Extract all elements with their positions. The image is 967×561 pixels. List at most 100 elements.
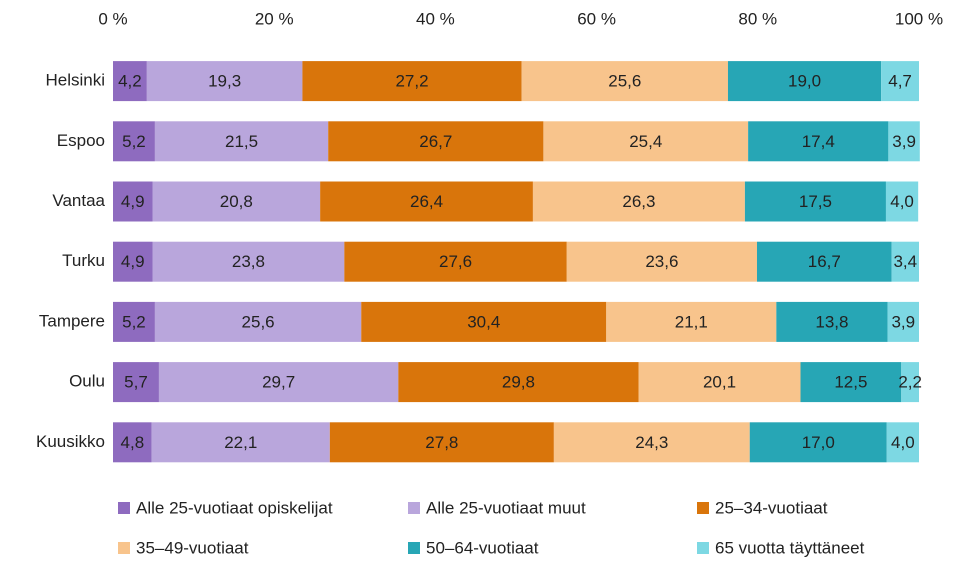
bar-segment xyxy=(113,362,159,403)
category-label: Kuusikko xyxy=(36,432,105,451)
bar-segment xyxy=(113,61,147,102)
bar-segment xyxy=(113,121,155,162)
category-label: Helsinki xyxy=(45,71,105,90)
bar-segment xyxy=(154,121,329,162)
value-label: 23,6 xyxy=(645,252,678,271)
bar-segment xyxy=(329,422,554,463)
bar-segment xyxy=(638,362,801,403)
value-label: 25,4 xyxy=(629,132,662,151)
value-label: 21,5 xyxy=(225,132,258,151)
bar-segment xyxy=(146,61,303,102)
legend-label: Alle 25-vuotiaat muut xyxy=(426,498,586,517)
legend-label: 50–64-vuotiaat xyxy=(426,538,539,557)
value-label: 17,5 xyxy=(799,192,832,211)
category-label: Turku xyxy=(62,251,105,270)
bar-segment xyxy=(553,422,750,463)
legend-label: Alle 25-vuotiaat opiskelijat xyxy=(136,498,333,517)
legend-swatch xyxy=(697,502,709,514)
bar-segment xyxy=(521,61,728,102)
bar-segment xyxy=(888,121,920,162)
x-tick-label: 80 % xyxy=(738,9,777,28)
bar-segment xyxy=(566,241,757,282)
value-label: 23,8 xyxy=(232,252,265,271)
bar-segment xyxy=(113,181,153,222)
value-label: 25,6 xyxy=(242,312,275,331)
x-tick-label: 20 % xyxy=(255,9,294,28)
bar-segment xyxy=(302,61,522,102)
bar-segment xyxy=(152,181,321,222)
legend-swatch xyxy=(408,542,420,554)
bar-segment xyxy=(776,301,888,342)
bar-segment xyxy=(344,241,567,282)
value-label: 26,3 xyxy=(622,192,655,211)
value-label: 3,9 xyxy=(892,132,916,151)
legend-label: 25–34-vuotiaat xyxy=(715,498,828,517)
value-label: 2,2 xyxy=(898,373,922,392)
bar-segment xyxy=(885,181,919,222)
bar-segment xyxy=(151,422,330,463)
value-label: 12,5 xyxy=(834,373,867,392)
x-tick-label: 40 % xyxy=(416,9,455,28)
value-label: 20,1 xyxy=(703,373,736,392)
value-label: 19,0 xyxy=(788,72,821,91)
value-label: 4,0 xyxy=(890,192,914,211)
value-label: 4,7 xyxy=(888,72,912,91)
bar-segment xyxy=(727,61,882,102)
bar-segment xyxy=(154,301,362,342)
bar-segment xyxy=(543,121,749,162)
value-label: 4,0 xyxy=(891,433,915,452)
value-label: 26,7 xyxy=(419,132,452,151)
bar-segment xyxy=(328,121,544,162)
value-label: 3,9 xyxy=(891,312,915,331)
value-label: 5,7 xyxy=(124,373,148,392)
value-label: 5,2 xyxy=(122,312,146,331)
category-label: Espoo xyxy=(57,131,105,150)
value-label: 16,7 xyxy=(808,252,841,271)
bar-segment xyxy=(320,181,533,222)
value-label: 19,3 xyxy=(208,72,241,91)
bar-segment xyxy=(398,362,639,403)
legend-swatch xyxy=(118,502,130,514)
x-tick-label: 0 % xyxy=(98,9,127,28)
bar-segment xyxy=(749,422,887,463)
bar-segment xyxy=(606,301,777,342)
value-label: 26,4 xyxy=(410,192,443,211)
value-label: 4,2 xyxy=(118,72,142,91)
value-label: 5,2 xyxy=(122,132,146,151)
bar-segment xyxy=(158,362,399,403)
value-label: 30,4 xyxy=(467,312,500,331)
bar-segment xyxy=(886,422,919,463)
value-label: 13,8 xyxy=(815,312,848,331)
legend-swatch xyxy=(408,502,420,514)
x-tick-label: 60 % xyxy=(577,9,616,28)
value-label: 17,0 xyxy=(802,433,835,452)
legend-label: 35–49-vuotiaat xyxy=(136,538,249,557)
value-label: 20,8 xyxy=(220,192,253,211)
bar-segment xyxy=(113,301,155,342)
value-label: 25,6 xyxy=(608,72,641,91)
value-label: 17,4 xyxy=(802,132,835,151)
bar-segment xyxy=(887,301,919,342)
value-label: 21,1 xyxy=(675,312,708,331)
value-label: 27,8 xyxy=(425,433,458,452)
category-label: Vantaa xyxy=(52,191,105,210)
value-label: 4,9 xyxy=(121,252,145,271)
bar-segment xyxy=(113,422,152,463)
value-label: 22,1 xyxy=(224,433,257,452)
legend-label: 65 vuotta täyttäneet xyxy=(715,538,865,557)
bar-segment xyxy=(152,241,345,282)
value-label: 29,7 xyxy=(262,373,295,392)
bar-segment xyxy=(361,301,607,342)
x-tick-label: 100 % xyxy=(895,9,943,28)
bar-segment xyxy=(891,241,919,282)
bar-segment xyxy=(756,241,892,282)
category-label: Tampere xyxy=(39,311,105,330)
bar-segment xyxy=(881,61,919,102)
value-label: 27,6 xyxy=(439,252,472,271)
bar-segment xyxy=(901,362,919,403)
value-label: 4,8 xyxy=(121,433,145,452)
value-label: 29,8 xyxy=(502,373,535,392)
category-label: Oulu xyxy=(69,372,105,391)
value-label: 3,4 xyxy=(893,252,917,271)
